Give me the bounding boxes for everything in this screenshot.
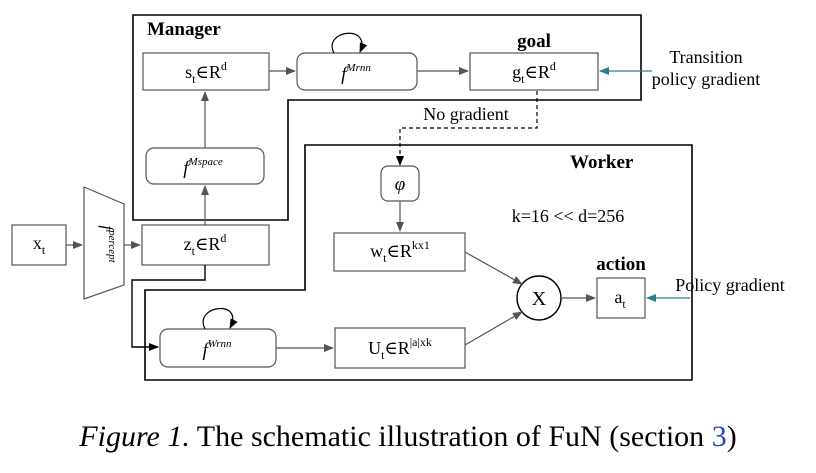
edge-u-to-mult	[464, 311, 523, 346]
manager-container	[132, 14, 642, 221]
transition-gradient-line1: Transition	[669, 47, 742, 67]
transition-gradient-line2: policy gradient	[652, 69, 760, 89]
u-label: Ut∈R|a|xk	[368, 335, 432, 362]
latent-box	[141, 224, 270, 266]
caption-text: The schematic illustration of FuN (secti…	[189, 420, 712, 453]
state-label: st∈Rd	[185, 59, 227, 86]
action-label: action	[596, 254, 646, 275]
figure-caption: Figure 1. The schematic illustration of …	[0, 420, 816, 454]
percept-label: fpercept	[98, 225, 118, 263]
phi-label: φ	[395, 174, 406, 195]
edge-z-to-wrnn	[131, 265, 206, 351]
observation-label: xt	[33, 233, 46, 257]
goal-value: gt∈Rd	[512, 59, 556, 86]
goal-box	[469, 52, 599, 91]
manager-rnn-label: fMrnn	[341, 62, 371, 85]
u-box	[334, 327, 466, 369]
manager-rnn-loop	[331, 32, 368, 54]
no-gradient-arrow	[396, 91, 538, 166]
worker-title: Worker	[570, 152, 634, 173]
no-gradient-label: No gradient	[423, 104, 508, 124]
goal-label: goal	[517, 31, 551, 52]
policy-gradient-label: Policy gradient	[675, 275, 784, 295]
percept-trapezoid	[83, 186, 125, 300]
worker-container	[144, 144, 693, 381]
caption-section-link[interactable]: 3	[711, 420, 727, 453]
manager-title: Manager	[147, 19, 221, 40]
caption-prefix: Figure 1.	[79, 420, 190, 453]
dimension-note: k=16 << d=256	[512, 206, 625, 226]
worker-rnn-label: fWrnn	[202, 338, 232, 361]
state-box	[142, 52, 270, 91]
manager-space-label: fMspace	[183, 156, 223, 179]
observation-box	[11, 224, 67, 266]
action-value: at	[614, 287, 626, 311]
caption-suffix: )	[726, 420, 737, 453]
latent-label: zt∈Rd	[184, 231, 227, 258]
action-box	[596, 277, 646, 319]
edge-w-to-mult	[464, 251, 523, 285]
w-label: wt∈Rkx1	[370, 238, 430, 265]
w-box	[333, 232, 466, 272]
multiply-label: X	[532, 288, 547, 310]
worker-rnn-loop	[202, 307, 238, 330]
